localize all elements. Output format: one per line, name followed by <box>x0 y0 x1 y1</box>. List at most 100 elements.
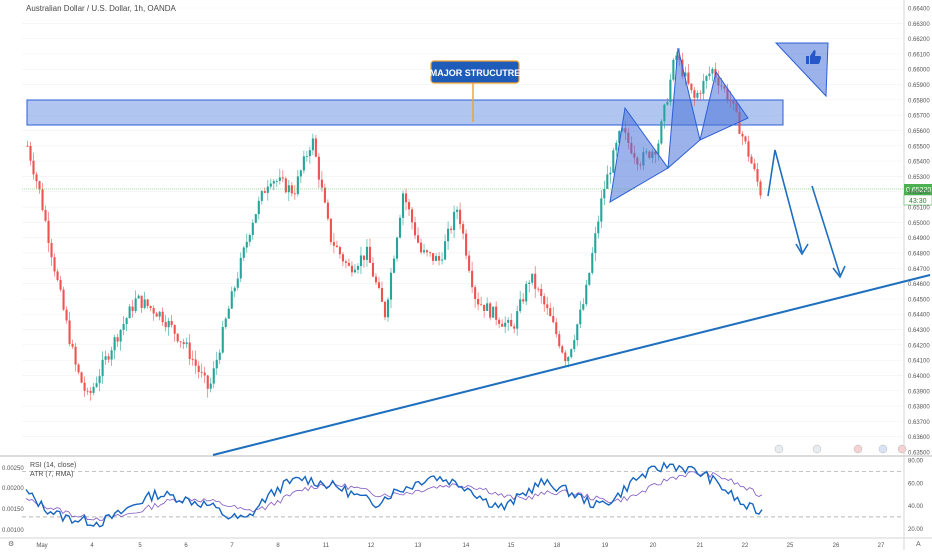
candle-body <box>123 324 125 330</box>
candle-body <box>78 365 80 373</box>
rsi-tick-label: 80.00 <box>908 459 924 465</box>
candle-body <box>390 273 392 300</box>
auto-scale-button[interactable]: A <box>916 541 921 548</box>
candle-body <box>72 344 74 347</box>
candle-body <box>381 288 383 302</box>
candle-body <box>525 284 527 301</box>
candle-body <box>177 334 179 342</box>
candle-body <box>411 209 413 222</box>
candle-body <box>483 305 485 311</box>
candle-body <box>477 299 479 304</box>
time-tick-label: 11 <box>323 543 330 549</box>
candle-body <box>264 191 266 193</box>
candle-body <box>504 323 506 327</box>
candle-body <box>255 214 257 223</box>
time-tick-label: 5 <box>138 543 142 549</box>
candle-body <box>114 337 116 350</box>
candle-body <box>237 279 239 288</box>
candle-body <box>246 242 248 248</box>
rsi-tick-label: 40.00 <box>908 504 924 510</box>
countdown-value: 43:30 <box>909 198 927 205</box>
candle-body <box>564 353 566 362</box>
candle-body <box>56 271 58 280</box>
price-tick-label: 0.65900 <box>908 83 930 89</box>
price-tick-label: 0.66400 <box>908 7 930 13</box>
price-tick-label: 0.65300 <box>908 175 930 181</box>
time-tick-label: 19 <box>602 543 609 549</box>
price-tick-label: 0.64200 <box>908 343 930 349</box>
candle-body <box>606 174 608 188</box>
candle-body <box>228 309 230 319</box>
candle-body <box>201 372 203 373</box>
candle-body <box>489 303 491 317</box>
candle-body <box>297 176 299 194</box>
candle-body <box>66 310 68 321</box>
candle-body <box>432 253 434 261</box>
price-tick-label: 0.65200 <box>908 190 930 196</box>
candle-body <box>321 180 323 188</box>
candle-body <box>429 252 431 253</box>
candle-body <box>486 303 488 311</box>
candle-body <box>438 256 440 260</box>
candle-body <box>306 156 308 157</box>
time-tick-label: 14 <box>463 543 470 549</box>
candle-body <box>441 260 443 261</box>
candle-body <box>81 372 83 382</box>
candle-body <box>495 307 497 320</box>
candle-body <box>351 266 353 273</box>
candle-body <box>609 173 611 175</box>
time-axis-settings-icon[interactable]: ⚙ <box>8 540 14 548</box>
price-tick-label: 0.66000 <box>908 68 930 74</box>
candle-body <box>600 198 602 221</box>
price-tick-label: 0.65100 <box>908 206 930 212</box>
candle-body <box>597 222 599 234</box>
rsi-axis[interactable]: 80.00 60.00 40.00 20.00 <box>908 459 924 533</box>
atr-axis[interactable]: 0.00250 0.00200 0.00150 0.00100 <box>2 466 24 534</box>
candle-body <box>666 102 668 105</box>
candle-body <box>41 189 43 210</box>
major-structure-zone[interactable] <box>27 100 783 125</box>
candle-body <box>558 334 560 346</box>
candle-body <box>417 235 419 242</box>
candle-body <box>342 254 344 261</box>
candle-body <box>444 241 446 259</box>
time-tick-label: 8 <box>276 543 280 549</box>
candle-body <box>87 391 89 392</box>
candle-body <box>696 93 698 98</box>
candle-body <box>459 210 461 224</box>
price-tick-label: 0.65700 <box>908 114 930 120</box>
candle-body <box>570 349 572 357</box>
price-axis[interactable]: 0.66400 0.66300 0.66200 0.66100 0.66000 0.659… <box>908 7 930 457</box>
candle-body <box>135 298 137 311</box>
candle-body <box>153 308 155 313</box>
time-tick-label: 26 <box>833 543 840 549</box>
price-tick-label: 0.63700 <box>908 420 930 426</box>
time-axis[interactable]: May 4 5 6 7 8 11 12 13 14 15 18 19 20 21 22 25 26 27 <box>36 543 885 549</box>
candle-body <box>26 146 28 147</box>
candle-body <box>507 320 509 323</box>
price-tick-label: 0.63800 <box>908 405 930 411</box>
candle-body <box>150 306 152 308</box>
candle-body <box>318 157 320 180</box>
price-tick-label: 0.65600 <box>908 129 930 135</box>
candle-body <box>300 170 302 176</box>
candle-body <box>366 247 368 260</box>
candle-body <box>222 327 224 353</box>
candle-body <box>615 143 617 150</box>
candle-body <box>594 233 596 253</box>
candle-body <box>144 299 146 307</box>
indicator-pane[interactable] <box>22 457 904 537</box>
candle-body <box>357 266 359 270</box>
candle-body <box>59 280 61 290</box>
candle-body <box>213 368 215 383</box>
candle-body <box>276 181 278 182</box>
candle-body <box>399 218 401 238</box>
candle-body <box>291 185 293 193</box>
candle-body <box>687 73 689 84</box>
candle-body <box>498 320 500 324</box>
candle-body <box>450 229 452 230</box>
candle-body <box>747 141 749 156</box>
candle-body <box>330 219 332 242</box>
candle-body <box>510 320 512 326</box>
candle-body <box>540 289 542 296</box>
